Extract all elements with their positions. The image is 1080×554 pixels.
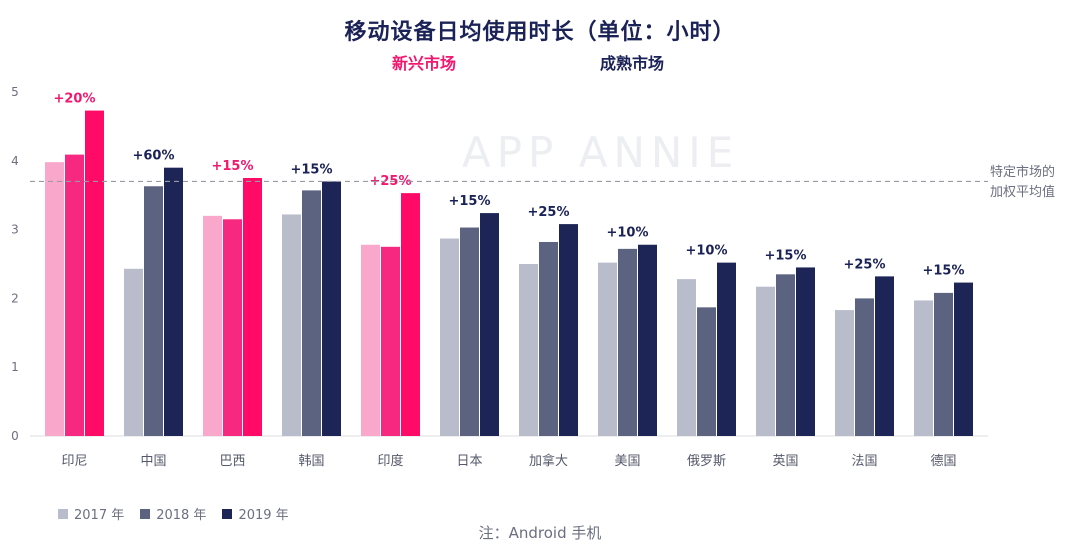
emerging-market-label: 新兴市场 <box>392 54 457 73</box>
bar-2019 <box>717 262 736 436</box>
x-tick-label: 加拿大 <box>529 453 568 469</box>
bar-2018 <box>697 307 716 436</box>
x-tick-label: 巴西 <box>219 454 245 469</box>
legend-item-2017: 2017 年 <box>58 504 124 523</box>
reference-label-line-2: 加权平均值 <box>990 185 1056 200</box>
y-tick-label: 3 <box>11 223 19 237</box>
bar-2017 <box>598 262 617 436</box>
y-tick-label: 2 <box>11 291 19 305</box>
x-tick-label: 中国 <box>140 454 166 469</box>
bar-2017 <box>45 162 64 436</box>
growth-label: +15% <box>448 194 490 209</box>
bar-2018 <box>65 154 84 436</box>
bar-2018 <box>934 292 953 436</box>
app-annie-watermark: APP ANNIE <box>462 128 740 177</box>
bar-2018 <box>223 219 242 436</box>
bar-2017 <box>914 300 933 436</box>
bar-2019 <box>401 193 420 436</box>
growth-label: +15% <box>764 248 806 263</box>
bar-2017 <box>835 310 854 436</box>
x-tick-label: 韩国 <box>298 454 324 469</box>
bar-2018 <box>460 227 479 436</box>
bar-2019 <box>875 276 894 436</box>
bar-2019 <box>480 213 499 436</box>
bar-2019 <box>322 181 341 436</box>
bar-2019 <box>638 244 657 436</box>
bar-2017 <box>677 279 696 436</box>
y-tick-label: 1 <box>11 360 19 374</box>
bar-2017 <box>756 286 775 436</box>
x-tick-label: 日本 <box>456 454 482 469</box>
growth-label: +10% <box>685 244 727 259</box>
legend-item-2018: 2018 年 <box>140 504 206 523</box>
legend-label-2018: 2018 年 <box>156 508 207 523</box>
x-tick-label: 美国 <box>614 454 640 469</box>
legend: 2017 年 2018 年 2019 年 <box>58 504 289 523</box>
bar-2017 <box>203 215 222 436</box>
bar-2017 <box>361 244 380 436</box>
growth-label: +60% <box>132 149 174 164</box>
bar-2018 <box>302 190 321 436</box>
bar-2018 <box>539 241 558 436</box>
mature-market-label: 成熟市场 <box>600 54 665 73</box>
legend-swatch-2017 <box>58 508 68 519</box>
legend-label-2017: 2017 年 <box>74 508 125 523</box>
bar-2017 <box>440 238 459 436</box>
x-tick-label: 印度 <box>377 453 403 469</box>
bar-2019 <box>559 224 578 436</box>
bar-2018 <box>776 274 795 436</box>
growth-label: +15% <box>290 162 332 177</box>
legend-swatch-2019 <box>222 508 233 519</box>
growth-label: +20% <box>53 92 95 107</box>
x-tick-label: 德国 <box>930 454 956 469</box>
bar-2018 <box>144 186 163 436</box>
bar-2019 <box>85 110 104 437</box>
x-tick-label: 印尼 <box>61 454 87 469</box>
legend-swatch-2018 <box>140 508 151 519</box>
growth-label: +15% <box>211 159 253 174</box>
growth-label: +15% <box>922 264 964 279</box>
legend-label-2019: 2019 年 <box>238 508 289 523</box>
x-tick-label: 俄罗斯 <box>687 454 726 469</box>
bar-2019 <box>796 267 815 436</box>
x-tick-label: 英国 <box>772 454 798 469</box>
bar-2017 <box>124 268 143 436</box>
y-tick-label: 4 <box>11 154 19 168</box>
bar-2018 <box>381 246 400 436</box>
bar-2019 <box>243 178 262 436</box>
footnote: 注：Android 手机 <box>478 524 602 542</box>
reference-label-line-1: 特定市场的 <box>990 165 1056 180</box>
growth-label: +25% <box>527 205 569 220</box>
bar-2018 <box>618 248 637 436</box>
growth-label: +10% <box>606 226 648 241</box>
bar-2018 <box>855 298 874 436</box>
y-tick-label: 0 <box>11 429 19 443</box>
chart-title: 移动设备日均使用时长（单位：小时） <box>344 20 736 45</box>
bar-2019 <box>954 282 973 436</box>
bar-2017 <box>282 214 301 436</box>
y-tick-label: 5 <box>11 85 19 99</box>
x-tick-label: 法国 <box>851 454 877 469</box>
reference-line-label: 特定市场的 加权平均值 <box>990 163 1080 203</box>
growth-label: +25% <box>843 257 885 272</box>
bar-2017 <box>519 264 538 436</box>
bar-2019 <box>164 167 183 436</box>
legend-item-2019: 2019 年 <box>222 504 289 523</box>
